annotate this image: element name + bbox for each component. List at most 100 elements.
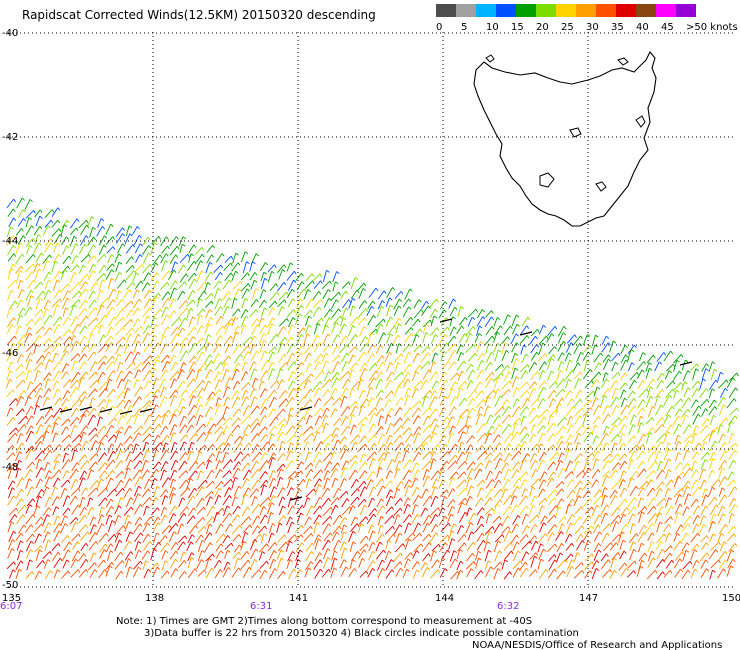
wind-barb: [17, 550, 21, 561]
wind-barb: [224, 255, 232, 263]
wind-barb-tick: [544, 515, 548, 519]
wind-barb: [511, 469, 518, 479]
wind-barb-tick: [238, 344, 242, 348]
wind-barb: [78, 361, 85, 371]
wind-barb: [402, 459, 411, 470]
wind-barb: [673, 389, 678, 399]
wind-barb: [250, 548, 257, 560]
wind-barb-tick: [13, 495, 17, 499]
wind-barb: [386, 304, 391, 317]
wind-barb: [87, 216, 93, 227]
wind-barb: [268, 470, 274, 481]
wind-barb-tick: [335, 281, 339, 285]
wind-barb-tick: [84, 454, 88, 458]
wind-barb-tick: [338, 487, 342, 492]
wind-barb-tick: [481, 533, 485, 537]
wind-barb-tick: [205, 479, 208, 484]
wind-barb-tick: [498, 415, 502, 419]
wind-barb-tick: [104, 235, 108, 239]
wind-barb: [681, 523, 689, 532]
wind-barb-tick: [721, 487, 726, 491]
wind-barb-tick: [30, 295, 35, 299]
wind-barb: [692, 368, 697, 381]
wind-barb-tick: [356, 317, 360, 321]
wind-barb: [332, 354, 340, 363]
wind-barb: [105, 269, 112, 280]
wind-barb: [665, 388, 673, 399]
wind-barb: [322, 548, 328, 560]
wind-barb-tick: [606, 475, 610, 479]
wind-barb: [332, 315, 341, 325]
wind-barb: [233, 451, 241, 462]
wind-barb-tick: [165, 369, 169, 373]
wind-barb: [483, 541, 488, 552]
wind-barb: [522, 525, 528, 535]
wind-barb: [70, 243, 77, 255]
wind-barb: [98, 279, 103, 291]
wind-barb-tick: [327, 470, 331, 474]
wind-barb-tick: [407, 497, 411, 501]
wind-barb: [358, 481, 365, 489]
wind-barb: [205, 317, 212, 327]
wind-barb-tick: [372, 458, 376, 461]
wind-barb: [132, 432, 139, 443]
wind-barb: [413, 299, 420, 309]
wind-barb-tick: [283, 281, 287, 286]
wind-barb: [87, 497, 91, 507]
wind-barb-tick: [450, 513, 454, 517]
wind-barb-tick: [642, 461, 645, 465]
wind-barb: [107, 450, 114, 462]
wind-barb-tick: [12, 342, 16, 346]
wind-barb: [152, 449, 157, 462]
wind-barb: [43, 300, 49, 310]
wind-barb: [690, 549, 695, 561]
wind-barb-tick: [417, 352, 421, 356]
wind-barb-tick: [284, 418, 287, 423]
wind-barb-tick: [668, 370, 673, 374]
wind-barb-tick: [364, 498, 367, 503]
wind-barb: [503, 443, 510, 453]
wind-barb: [169, 478, 174, 489]
wind-barb: [582, 530, 590, 542]
wind-barb-tick: [95, 461, 98, 466]
wind-barb: [132, 307, 139, 317]
wind-barb: [341, 416, 347, 426]
wind-barb: [314, 484, 320, 496]
wind-barb: [637, 506, 646, 515]
wind-barb-tick: [711, 388, 716, 392]
wind-barb-tick: [310, 525, 313, 530]
wind-barb: [510, 431, 518, 442]
wind-barb: [97, 399, 105, 408]
wind-barb: [34, 234, 39, 246]
wind-barb-tick: [130, 459, 134, 463]
wind-barb: [108, 317, 115, 327]
wind-barb: [6, 445, 13, 454]
wind-barb-tick: [190, 253, 195, 257]
wind-barb-tick: [310, 533, 314, 537]
wind-barb-tick: [182, 497, 186, 501]
wind-barb: [717, 533, 722, 543]
wind-barb: [501, 350, 507, 361]
wind-barb-tick: [623, 513, 627, 517]
wind-barb: [79, 425, 87, 435]
wind-barb: [303, 441, 308, 452]
wind-barb-tick: [185, 389, 189, 393]
wind-barb: [36, 489, 42, 499]
wind-barb: [251, 451, 260, 462]
wind-barb: [519, 534, 527, 543]
wind-barb: [214, 379, 220, 390]
wind-barb: [222, 452, 227, 463]
wind-barb-tick: [10, 361, 15, 365]
wind-barb: [16, 270, 21, 282]
wind-barb: [152, 377, 157, 390]
wind-barb-tick: [105, 533, 109, 537]
wind-barb: [16, 197, 23, 209]
wind-barb-tick: [293, 279, 297, 283]
wind-barb-tick: [227, 396, 231, 400]
wind-barb-tick: [183, 513, 187, 517]
wind-barb: [402, 469, 410, 481]
wind-barb-tick: [256, 405, 260, 409]
wind-barb: [96, 304, 103, 317]
wind-barb: [178, 300, 187, 310]
wind-barb: [260, 359, 268, 371]
